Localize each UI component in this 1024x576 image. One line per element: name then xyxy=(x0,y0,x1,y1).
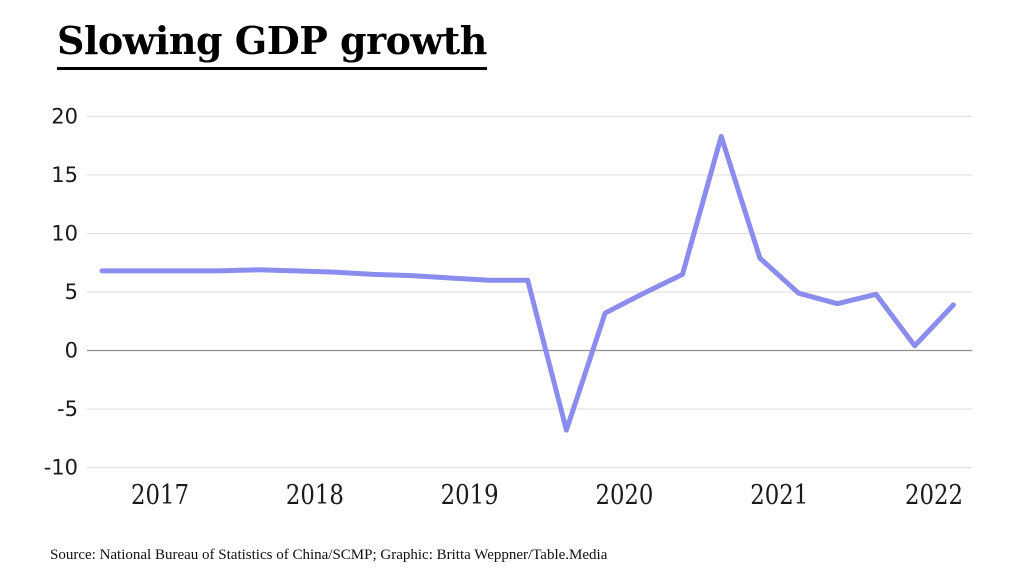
source-credit: Source: National Bureau of Statistics of… xyxy=(50,547,608,563)
x-axis-tick-label: 2019 xyxy=(441,480,499,511)
gdp-line-chart: 20 15 10 5 0 -5 -10 2017 2018 2019 2020 2021 2022 xyxy=(44,105,972,511)
y-axis-tick-label: 20 xyxy=(51,105,78,129)
y-axis-tick-label: 5 xyxy=(65,280,78,304)
x-axis-tick-label: 2022 xyxy=(905,480,963,511)
y-axis-tick-label: 0 xyxy=(65,339,78,363)
x-axis-tick-label: 2020 xyxy=(595,480,653,511)
y-axis-tick-label: 15 xyxy=(51,163,78,187)
y-axis-tick-label: 10 xyxy=(51,222,78,246)
gdp-growth-line xyxy=(99,133,956,433)
x-axis-tick-label: 2017 xyxy=(131,480,189,511)
y-axis-tick-label: -10 xyxy=(44,456,78,480)
x-axis-tick-label: 2021 xyxy=(750,480,808,511)
y-axis-tick-label: -5 xyxy=(57,397,78,421)
x-axis-tick-label: 2018 xyxy=(286,480,344,511)
chart-title: Slowing GDP growth xyxy=(57,20,487,70)
